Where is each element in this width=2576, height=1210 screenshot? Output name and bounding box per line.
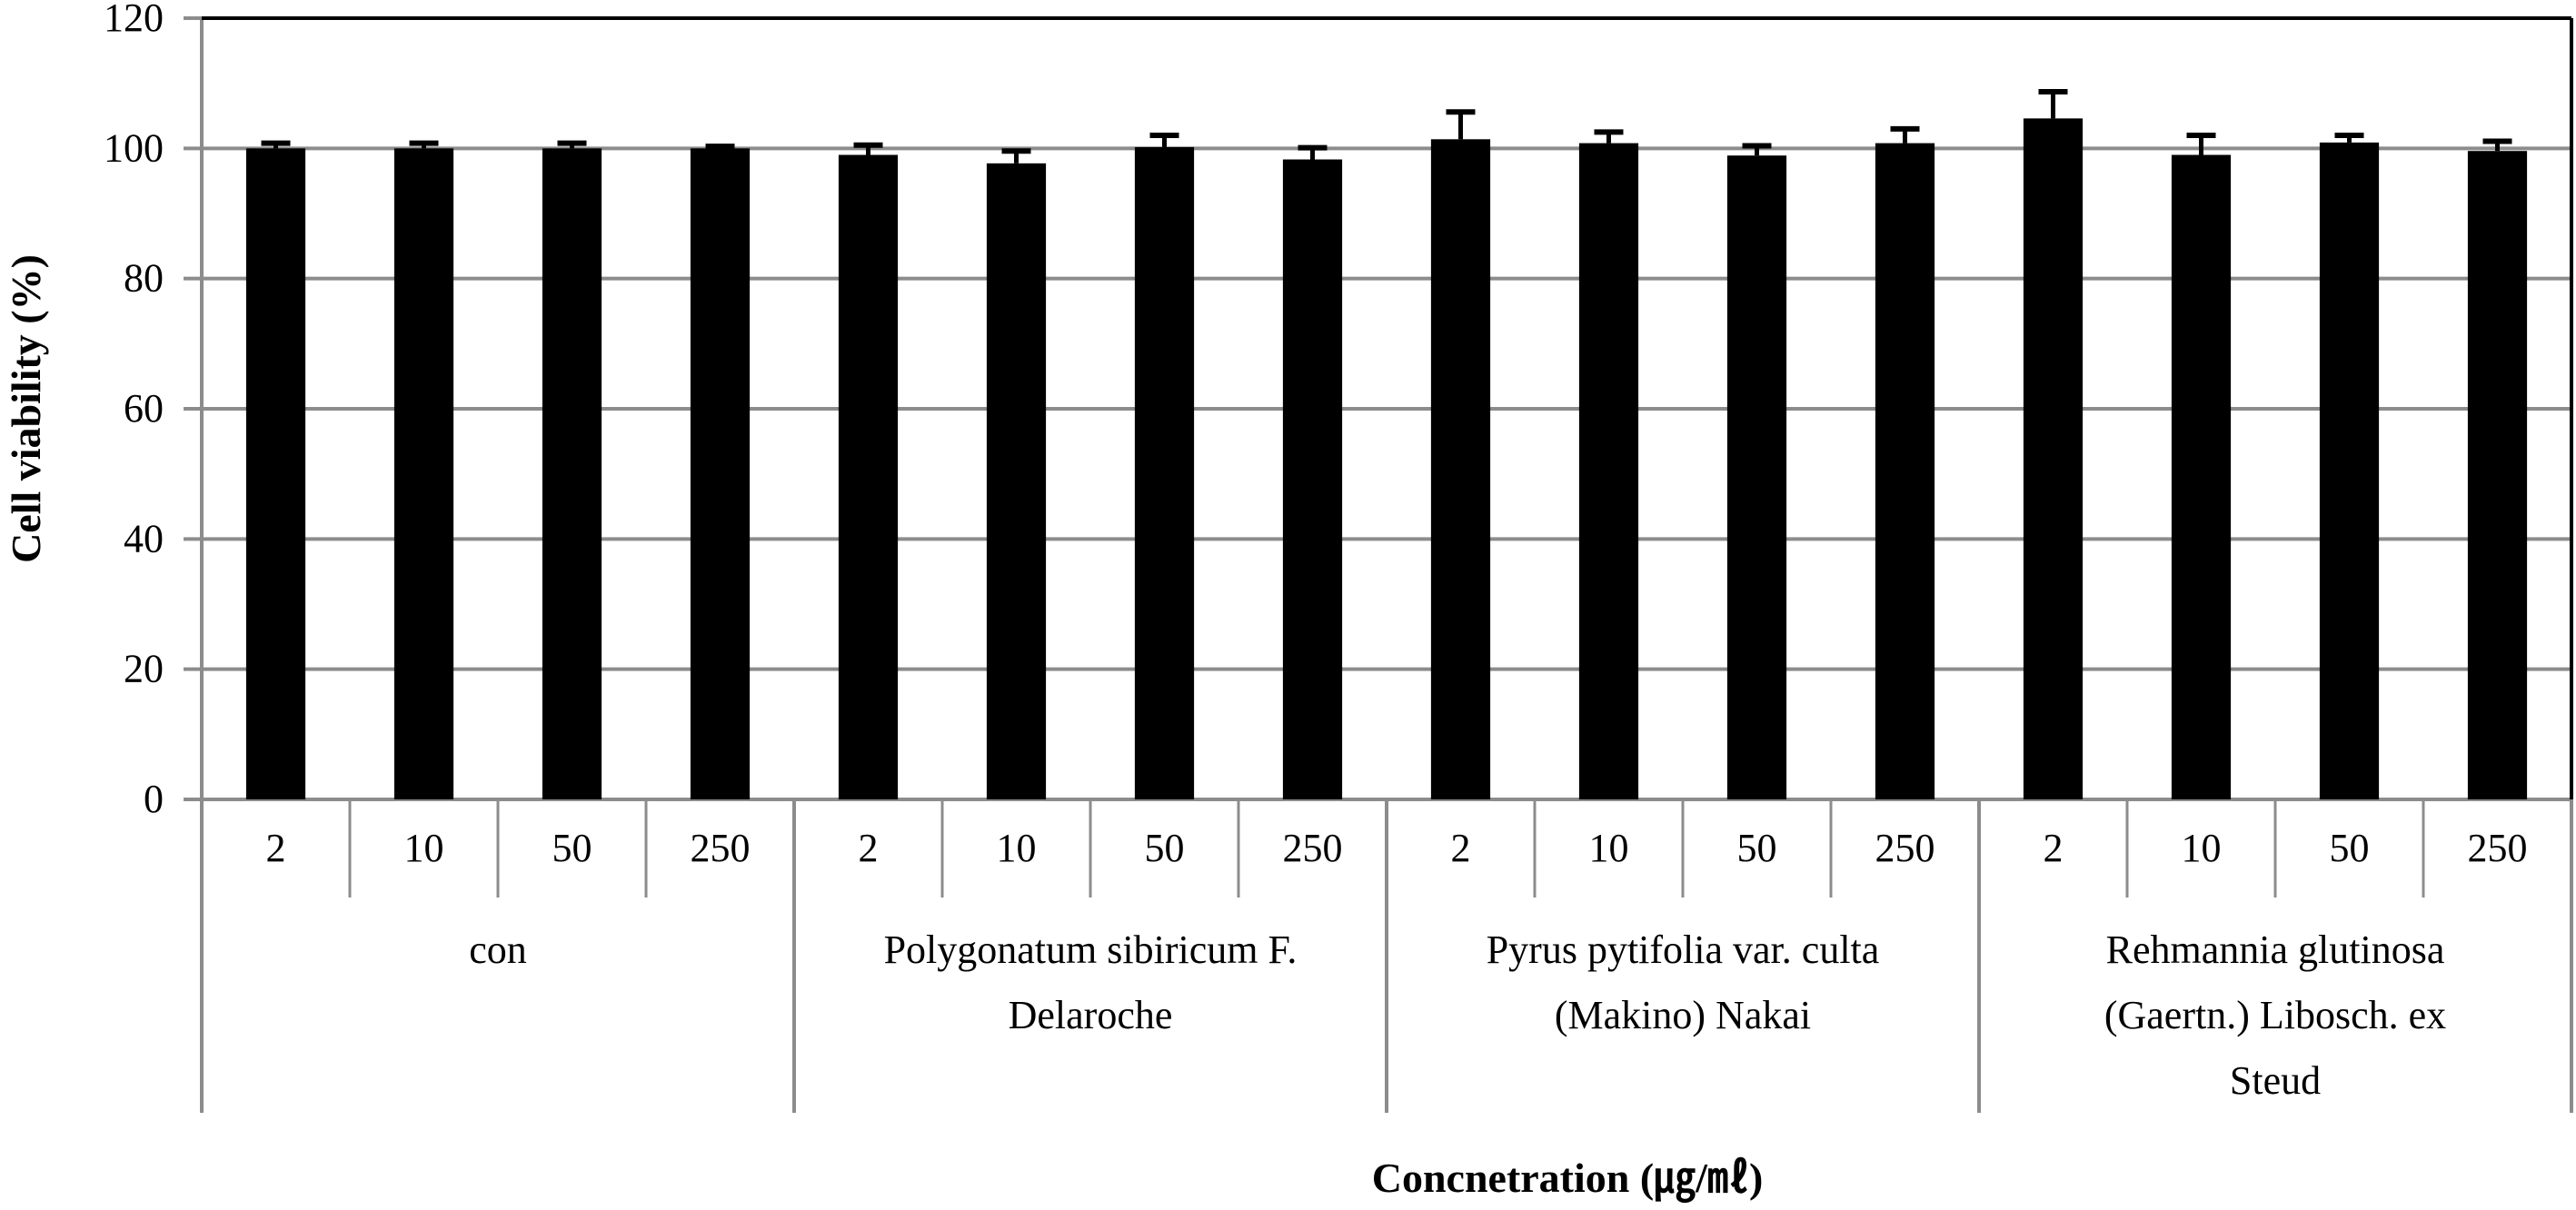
x-group-label: (Makino) Nakai	[1555, 993, 1811, 1037]
bar	[2319, 142, 2380, 800]
y-axis-title: Cell viability (%)	[3, 254, 49, 563]
x-tick-label: 2	[2044, 826, 2064, 870]
bar	[1430, 139, 1491, 800]
x-tick-label: 250	[691, 826, 751, 870]
bar	[2467, 151, 2528, 799]
bar	[1578, 143, 1639, 800]
x-tick-label: 50	[2330, 826, 2370, 870]
x-tick-label: 10	[1589, 826, 1629, 870]
x-group-label: Pyrus pytifolia var. culta	[1487, 927, 1880, 972]
x-axis-categories: 2 10 50 250 2 10 50 250 2 10 50 250 2 10 50 250	[266, 799, 2528, 898]
x-tick-label: 10	[2182, 826, 2222, 870]
x-axis-title: Concnetration (㎍/㎖)	[1372, 1155, 1764, 1204]
bar	[1726, 155, 1787, 799]
x-group-label: Steud	[2230, 1058, 2321, 1103]
x-tick-label: 2	[859, 826, 879, 870]
x-tick-label: 10	[404, 826, 444, 870]
x-tick-label: 2	[1451, 826, 1471, 870]
y-tick-label: 20	[124, 647, 164, 691]
bar	[986, 163, 1047, 800]
y-tick-label: 100	[104, 125, 164, 170]
x-tick-label: 50	[1145, 826, 1185, 870]
y-tick-label: 0	[144, 777, 164, 821]
y-tick-label: 120	[104, 0, 164, 40]
x-tick-label: 250	[2468, 826, 2528, 870]
bar	[542, 148, 602, 800]
x-group-label: con	[469, 927, 527, 972]
bar	[690, 148, 751, 800]
y-tick-label: 40	[124, 516, 164, 560]
x-tick-label: 250	[1283, 826, 1343, 870]
bar	[838, 154, 899, 799]
x-tick-label: 2	[266, 826, 286, 870]
y-axis-ticks: 0 20 40 60 80 100 120	[104, 0, 164, 821]
y-tick-label: 60	[124, 386, 164, 431]
bar	[393, 148, 454, 800]
bar	[1134, 146, 1195, 799]
bar	[2171, 154, 2232, 799]
x-tick-label: 250	[1875, 826, 1935, 870]
x-axis-groups: con Polygonatum sibiricum F. Delaroche Pyru…	[469, 799, 2573, 1113]
x-group-label: (Gaertn.) Libosch. ex	[2104, 993, 2446, 1037]
x-tick-label: 50	[552, 826, 592, 870]
bars	[245, 88, 2528, 800]
y-tick-label: 80	[124, 256, 164, 301]
x-group-label: Rehmannia glutinosa	[2106, 927, 2445, 972]
x-group-label: Delaroche	[1009, 993, 1173, 1037]
bar	[1282, 159, 1343, 799]
bar	[245, 148, 306, 800]
bar	[2023, 118, 2084, 799]
plot-frame	[200, 16, 2573, 1113]
x-group-label: Polygonatum sibiricum F.	[884, 927, 1298, 972]
bar	[1875, 143, 1935, 800]
x-tick-label: 50	[1737, 826, 1777, 870]
x-tick-label: 10	[997, 826, 1037, 870]
